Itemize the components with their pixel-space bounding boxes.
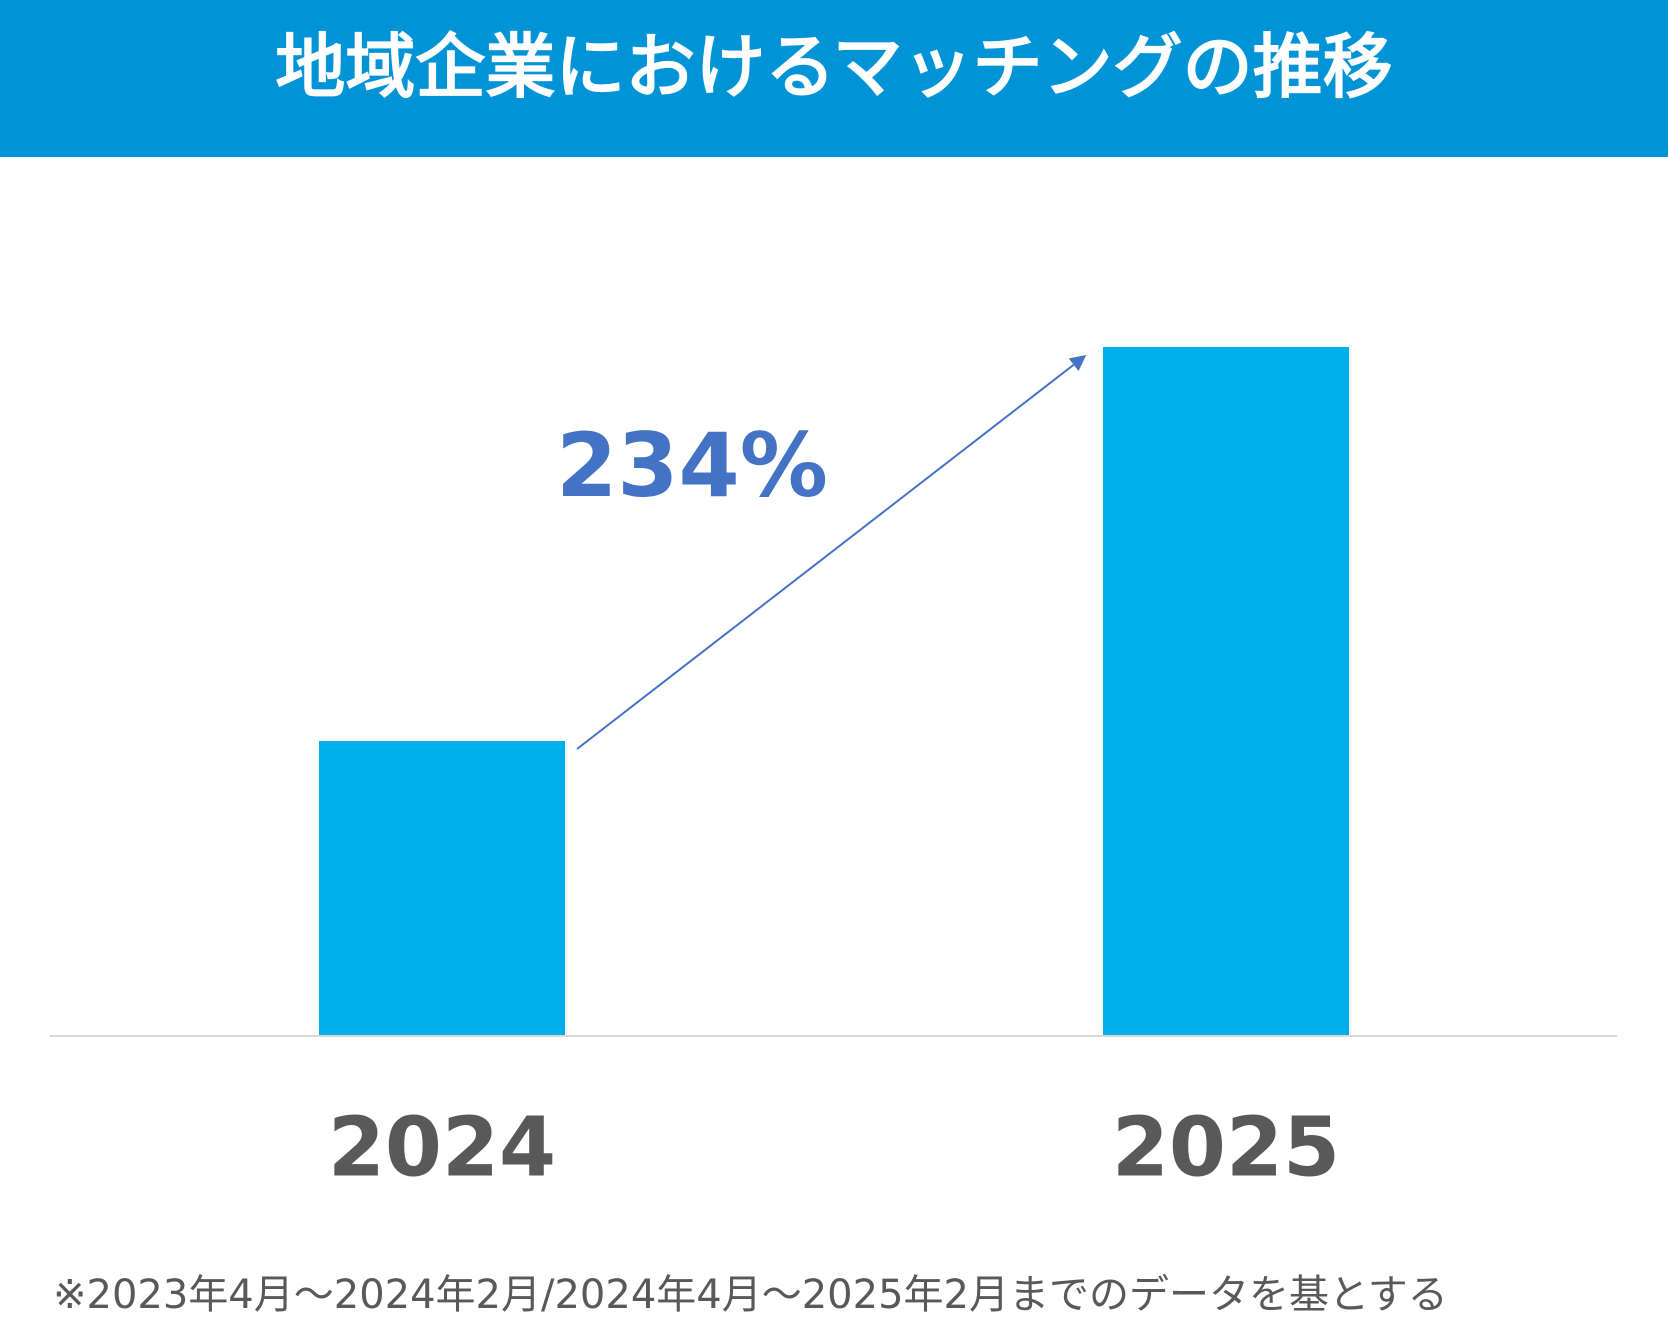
footnote: ※2023年4月～2024年2月/2024年4月～2025年2月までのデータを基… (53, 1272, 1448, 1318)
chart-title: 地域企業におけるマッチングの推移 (275, 26, 1392, 108)
bar (1103, 347, 1349, 1035)
header-bar (0, 0, 1668, 157)
bar (319, 740, 565, 1035)
growth-arrow (576, 355, 1087, 750)
x-tick-label: 2024 (328, 1100, 556, 1195)
annotation: 234% (556, 414, 828, 517)
x-tick-label: 2025 (1112, 1100, 1340, 1195)
